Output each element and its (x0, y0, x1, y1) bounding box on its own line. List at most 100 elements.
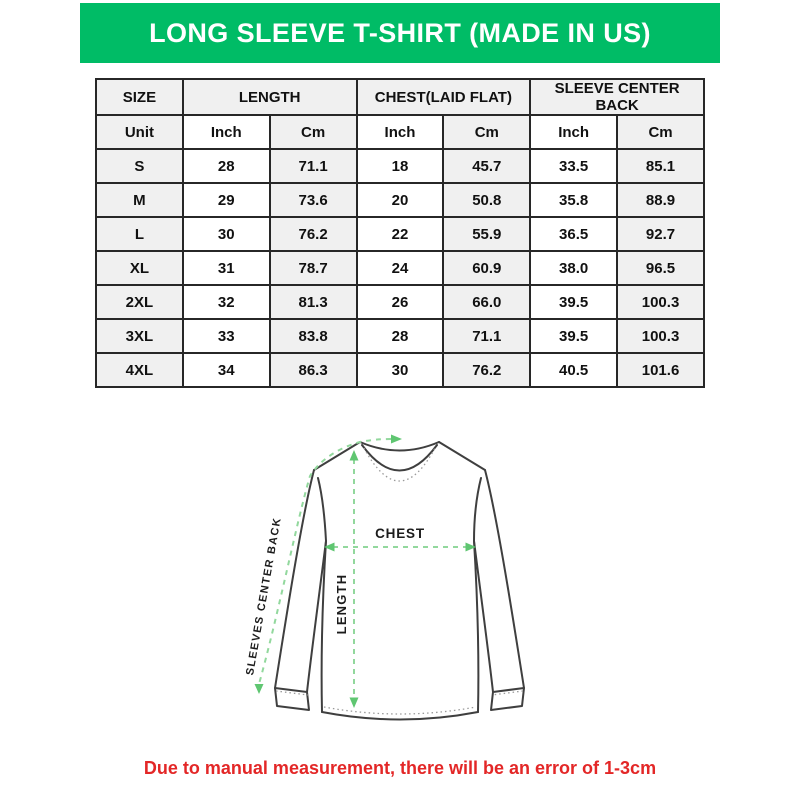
right-shoulder-line (438, 441, 486, 471)
right-cuff-stitch (491, 690, 524, 696)
col-header-size: SIZE (95, 78, 184, 116)
value-cell: 34 (181, 352, 271, 388)
value-cell: 30 (355, 352, 445, 388)
table-row: 4XL 34 86.3 30 76.2 40.5 101.6 (95, 352, 705, 388)
arrow-left-icon (324, 542, 335, 552)
value-cell: 86.3 (268, 352, 358, 388)
value-cell: 28 (355, 318, 445, 354)
arrow-down-icon (254, 684, 264, 694)
value-cell: 39.5 (529, 318, 619, 354)
value-cell: 28 (181, 148, 271, 184)
unit-cell: Inch (355, 114, 445, 150)
value-cell: 73.6 (268, 182, 358, 218)
tshirt-diagram-svg: CHEST LENGTH SLEEVES CENTER BACK (244, 434, 525, 721)
unit-cell: Unit (95, 114, 184, 150)
unit-cell: Inch (529, 114, 619, 150)
value-cell: 50.8 (442, 182, 532, 218)
arrow-right-icon (391, 434, 402, 444)
table-row: S 28 71.1 18 45.7 33.5 85.1 (95, 148, 705, 184)
value-cell: 100.3 (616, 284, 705, 320)
value-cell: 92.7 (616, 216, 705, 252)
size-table-body: S 28 71.1 18 45.7 33.5 85.1 M 29 73.6 20 50.8 35.8 88… (95, 148, 705, 388)
arrow-right-icon (465, 542, 476, 552)
value-cell: 101.6 (616, 352, 705, 388)
left-armhole-seam (317, 477, 327, 542)
arrow-down-icon (349, 697, 359, 708)
value-cell: 24 (355, 250, 445, 286)
right-body-side (473, 540, 480, 713)
value-cell: 31 (181, 250, 271, 286)
tshirt-measurement-diagram: CHEST LENGTH SLEEVES CENTER BACK (230, 426, 570, 748)
table-row: XL 31 78.7 24 60.9 38.0 96.5 (95, 250, 705, 286)
right-cuff (490, 687, 525, 711)
sleeve-center-back-line (258, 438, 392, 685)
sleeve-center-back-label: SLEEVES CENTER BACK (244, 516, 284, 676)
table-row: L 30 76.2 22 55.9 36.5 92.7 (95, 216, 705, 252)
value-cell: 81.3 (268, 284, 358, 320)
value-cell: 100.3 (616, 318, 705, 354)
size-cell: M (95, 182, 184, 218)
value-cell: 38.0 (529, 250, 619, 286)
value-cell: 85.1 (616, 148, 705, 184)
value-cell: 32 (181, 284, 271, 320)
size-cell: 3XL (95, 318, 184, 354)
value-cell: 96.5 (616, 250, 705, 286)
unit-header-row: Unit Inch Cm Inch Cm Inch Cm (95, 114, 705, 150)
arrow-up-icon (349, 450, 359, 461)
title-banner: LONG SLEEVE T-SHIRT (MADE IN US) (80, 3, 720, 63)
size-cell: 4XL (95, 352, 184, 388)
size-table-head: SIZE LENGTH CHEST(LAID FLAT) SLEEVE CENT… (95, 78, 705, 150)
size-cell: XL (95, 250, 184, 286)
unit-cell: Cm (268, 114, 358, 150)
bottom-hem (321, 711, 479, 721)
value-cell: 60.9 (442, 250, 532, 286)
left-sleeve-inner (306, 540, 327, 693)
right-armhole-seam (473, 477, 482, 542)
collar-band-curve (361, 444, 438, 472)
value-cell: 88.9 (616, 182, 705, 218)
value-cell: 33.5 (529, 148, 619, 184)
col-header-chest: CHEST(LAID FLAT) (355, 78, 532, 116)
value-cell: 26 (355, 284, 445, 320)
back-collar-stitch (363, 447, 436, 482)
right-sleeve-inner (473, 540, 494, 693)
measurement-lines (258, 438, 466, 699)
size-cell: 2XL (95, 284, 184, 320)
value-cell: 40.5 (529, 352, 619, 388)
measurement-arrowheads (254, 434, 476, 708)
value-cell: 18 (355, 148, 445, 184)
value-cell: 20 (355, 182, 445, 218)
size-table-container: SIZE LENGTH CHEST(LAID FLAT) SLEEVE CENT… (95, 78, 705, 388)
left-sleeve-outer (274, 469, 315, 689)
tshirt-outline (274, 441, 525, 721)
value-cell: 55.9 (442, 216, 532, 252)
chest-label: CHEST (375, 526, 425, 541)
left-shoulder-line (313, 441, 361, 471)
size-cell: L (95, 216, 184, 252)
size-cell: S (95, 148, 184, 184)
value-cell: 29 (181, 182, 271, 218)
size-table: SIZE LENGTH CHEST(LAID FLAT) SLEEVE CENT… (95, 78, 705, 388)
value-cell: 76.2 (268, 216, 358, 252)
left-cuff-stitch (275, 690, 309, 696)
right-sleeve-outer (484, 469, 525, 689)
value-cell: 39.5 (529, 284, 619, 320)
page-title: LONG SLEEVE T-SHIRT (MADE IN US) (149, 17, 651, 48)
value-cell: 76.2 (442, 352, 532, 388)
value-cell: 30 (181, 216, 271, 252)
table-row: M 29 73.6 20 50.8 35.8 88.9 (95, 182, 705, 218)
group-header-row: SIZE LENGTH CHEST(LAID FLAT) SLEEVE CENT… (95, 78, 705, 116)
table-row: 3XL 33 83.8 28 71.1 39.5 100.3 (95, 318, 705, 354)
col-header-length: LENGTH (181, 78, 358, 116)
collar-top-curve (359, 441, 440, 452)
unit-cell: Inch (181, 114, 271, 150)
length-label: LENGTH (334, 574, 349, 635)
col-header-sleeve: SLEEVE CENTER BACK (529, 78, 705, 116)
value-cell: 35.8 (529, 182, 619, 218)
left-cuff (274, 687, 310, 711)
table-row: 2XL 32 81.3 26 66.0 39.5 100.3 (95, 284, 705, 320)
unit-cell: Cm (442, 114, 532, 150)
left-body-side (320, 540, 327, 713)
hem-stitch (323, 706, 477, 715)
value-cell: 83.8 (268, 318, 358, 354)
